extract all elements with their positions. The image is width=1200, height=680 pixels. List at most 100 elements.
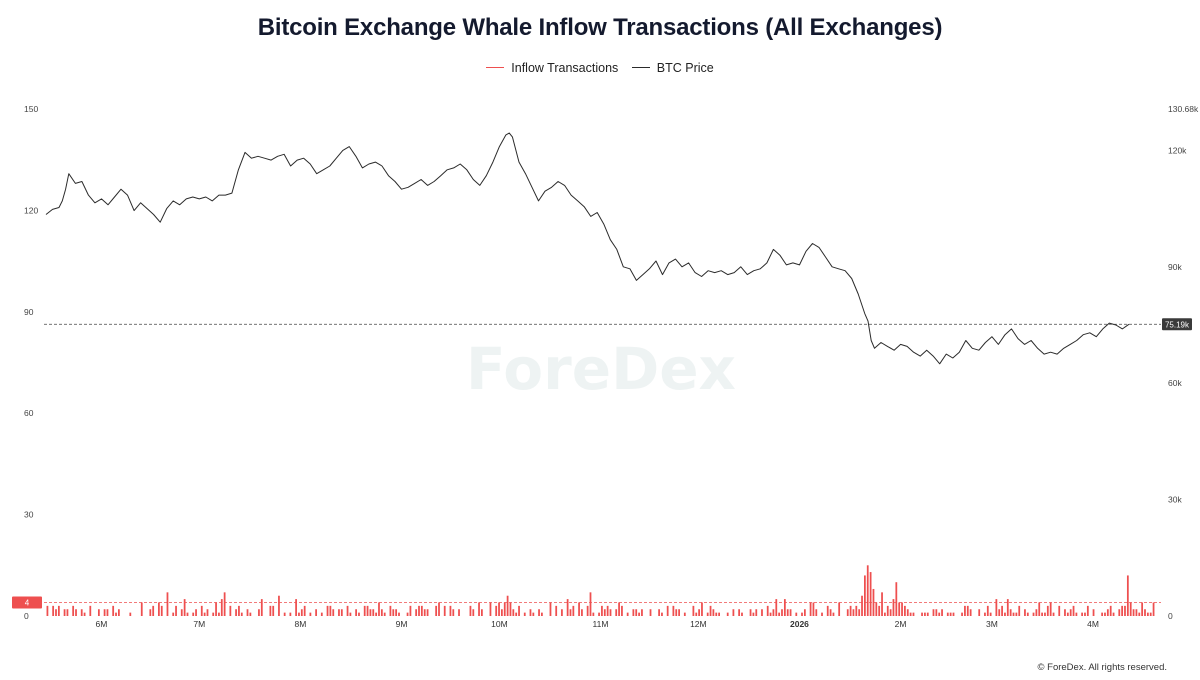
inflow-bar	[378, 602, 380, 616]
inflow-bar	[889, 609, 892, 616]
inflow-bar	[938, 612, 941, 616]
inflow-bar	[355, 609, 357, 616]
inflow-bar	[495, 605, 498, 616]
x-tick-label: 10M	[491, 619, 508, 629]
x-tick-label: 7M	[193, 619, 205, 629]
inflow-bar	[389, 605, 392, 616]
legend-label-price: BTC Price	[656, 60, 714, 75]
inflow-bar	[875, 602, 878, 616]
inflow-bar	[518, 605, 520, 616]
inflow-bar	[995, 599, 998, 616]
inflow-bar	[423, 609, 426, 616]
inflow-bar	[672, 605, 675, 616]
inflow-bar	[786, 609, 789, 616]
inflow-bar	[1035, 609, 1038, 616]
inflow-bar	[212, 612, 215, 616]
inflow-bar	[195, 609, 197, 616]
inflow-bar	[695, 612, 698, 616]
inflow-bar	[438, 602, 440, 616]
inflow-bar	[1041, 612, 1043, 616]
legend-swatch-inflow	[486, 67, 505, 68]
inflow-bar	[1018, 605, 1021, 616]
inflow-bar	[632, 609, 635, 616]
inflow-bar	[615, 609, 618, 616]
inflow-bar	[626, 612, 629, 616]
inflow-bar	[732, 609, 735, 616]
inflow-bar	[346, 605, 349, 616]
inflow-bar	[340, 609, 343, 616]
inflow-bar	[572, 605, 575, 616]
inflow-bar	[901, 602, 903, 616]
inflow-bar	[864, 575, 866, 616]
inflow-bar	[941, 609, 943, 616]
inflow-bar	[878, 605, 881, 616]
price-marker-badge	[1162, 318, 1192, 331]
inflow-bar	[578, 602, 580, 616]
watermark: ForeDex	[466, 335, 736, 403]
inflow-bar	[741, 612, 743, 616]
inflow-bar	[503, 602, 506, 616]
inflow-bar	[1109, 605, 1112, 616]
inflow-bar	[866, 565, 869, 616]
inflow-bar	[375, 612, 378, 616]
inflow-bar	[332, 609, 335, 616]
inflow-bar	[601, 605, 603, 616]
x-tick-label: 3M	[986, 619, 998, 629]
inflow-bar	[569, 609, 572, 616]
inflow-bar	[509, 602, 512, 616]
inflow-bar	[781, 609, 783, 616]
inflow-bar	[815, 609, 818, 616]
inflow-bar	[498, 602, 500, 616]
inflow-bar	[418, 605, 420, 616]
inflow-bar	[269, 605, 272, 616]
inflow-bar	[561, 609, 563, 616]
inflow-bar	[206, 609, 209, 616]
inflow-bar	[872, 588, 875, 616]
inflow-bar	[1118, 609, 1121, 616]
inflow-bar	[309, 612, 312, 616]
inflow-bar	[129, 612, 132, 616]
inflow-bar	[769, 612, 772, 616]
inflow-bar	[1086, 605, 1089, 616]
inflow-bar	[295, 599, 297, 616]
price-marker-label: 75.19k	[1165, 320, 1190, 329]
inflow-bar	[215, 602, 217, 616]
inflow-bar	[372, 609, 375, 616]
inflow-marker-badge	[12, 596, 42, 609]
inflow-bar	[458, 609, 460, 616]
inflow-bar	[581, 609, 583, 616]
legend-item-inflow[interactable]: Inflow Transactions	[486, 61, 618, 75]
inflow-bar	[366, 605, 369, 616]
inflow-bar	[1009, 609, 1012, 616]
inflow-bar	[658, 609, 660, 616]
inflow-bar	[249, 612, 252, 616]
left-tick-label: 150	[24, 104, 38, 114]
inflow-bar	[489, 602, 492, 616]
x-tick-label: 2M	[895, 619, 907, 629]
inflow-bar	[549, 602, 552, 616]
inflow-bar	[538, 609, 540, 616]
legend-item-price[interactable]: BTC Price	[631, 60, 714, 75]
legend-swatch-price	[631, 67, 650, 68]
inflow-bar	[258, 609, 260, 616]
inflow-bar	[829, 609, 832, 616]
inflow-bar	[541, 612, 543, 616]
inflow-bar	[180, 609, 183, 616]
inflow-bar	[329, 605, 332, 616]
inflow-bar	[755, 609, 758, 616]
inflow-bar	[363, 605, 366, 616]
inflow-bar	[75, 609, 77, 616]
inflow-bar	[803, 609, 806, 616]
inflow-bar	[529, 609, 532, 616]
inflow-bar	[832, 612, 835, 616]
inflow-bar	[1026, 612, 1029, 616]
inflow-bar	[1004, 612, 1006, 616]
inflow-bar	[926, 612, 929, 616]
inflow-bar	[609, 609, 612, 616]
inflow-bar	[752, 612, 755, 616]
inflow-bar	[118, 609, 120, 616]
inflow-bar	[984, 612, 986, 616]
inflow-bar	[46, 605, 49, 616]
inflow-bar	[801, 612, 803, 616]
